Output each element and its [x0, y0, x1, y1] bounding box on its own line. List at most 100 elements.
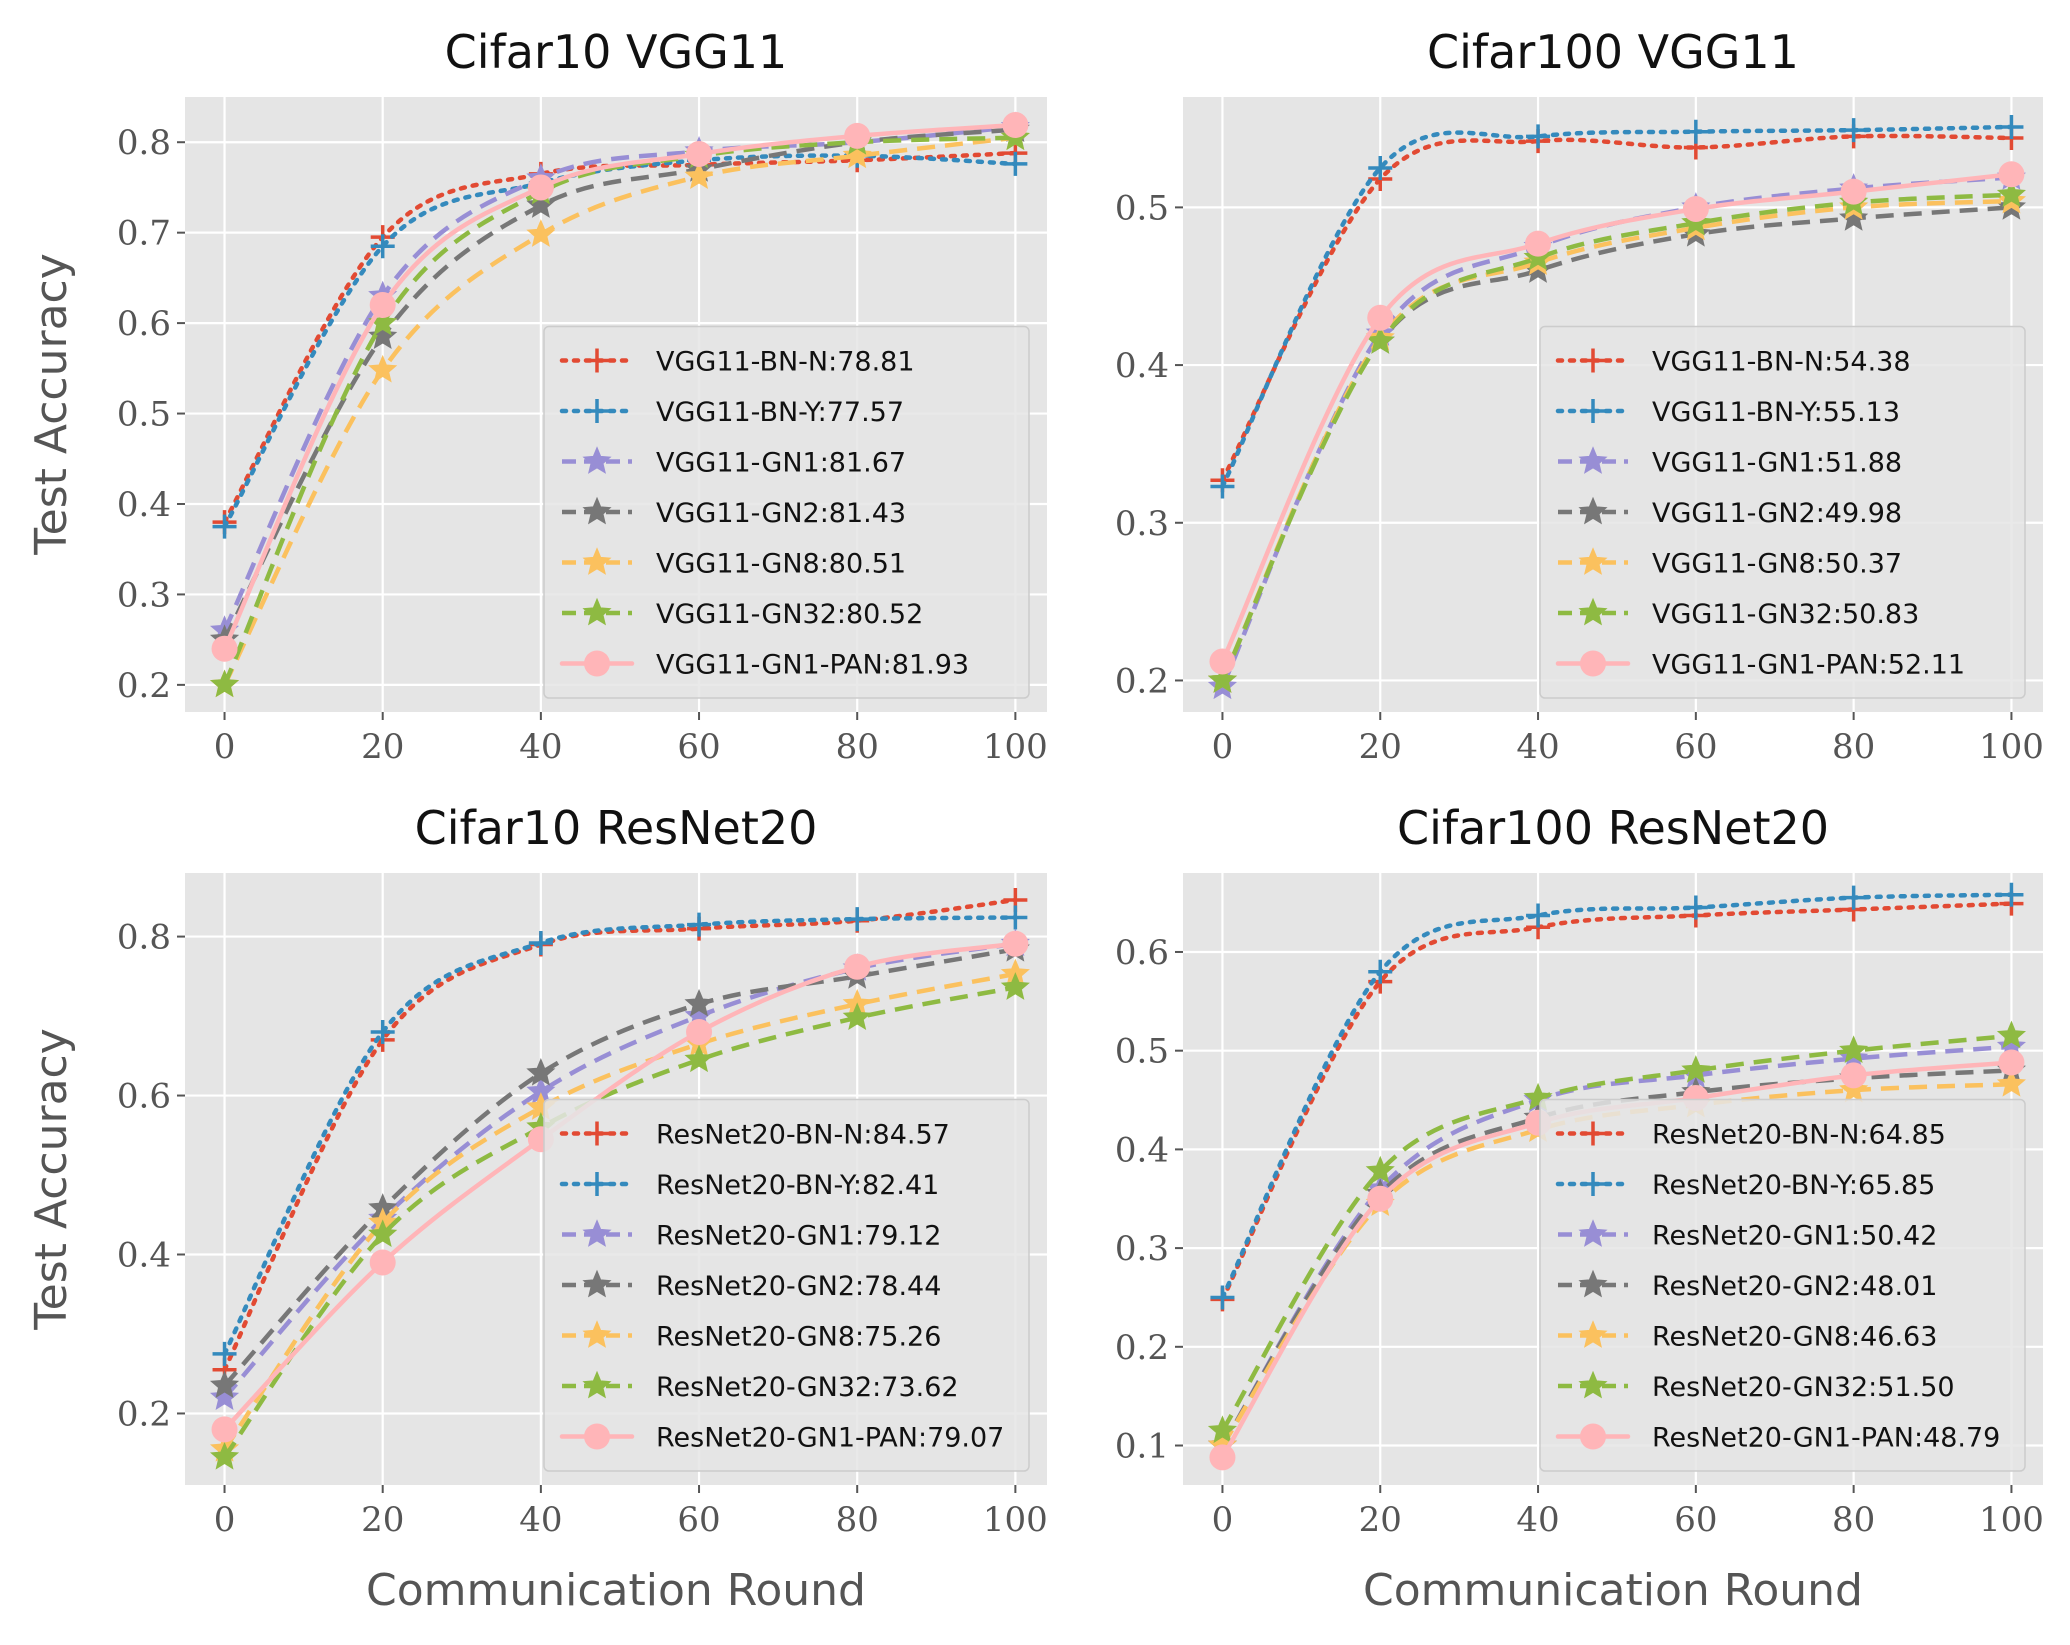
legend-label: VGG11-GN32:50.83	[1652, 599, 1919, 630]
legend-item: VGG11-GN32:80.52	[562, 597, 923, 630]
legend-label: ResNet20-BN-Y:82.41	[656, 1170, 939, 1201]
data-point	[1996, 179, 2026, 208]
legend-item: ResNet20-GN1-PAN:48.79	[1555, 1423, 2000, 1454]
data-point	[1998, 161, 2025, 188]
legend-item: VGG11-GN1:51.88	[1558, 446, 1902, 479]
legend-item: VGG11-GN1-PAN:52.11	[1555, 650, 1965, 681]
data-point	[1526, 903, 1551, 928]
data-point	[1368, 155, 1393, 180]
x-tick-label: 40	[519, 727, 562, 767]
x-tick-label: 60	[677, 1500, 720, 1540]
legend-label: ResNet20-BN-N:84.57	[656, 1120, 950, 1151]
x-tick-label: 100	[983, 1500, 1048, 1540]
data-point	[684, 988, 714, 1017]
series-bn-y	[1210, 882, 2024, 1310]
legend-label: VGG11-GN1:51.88	[1652, 448, 1902, 479]
data-point	[1209, 648, 1236, 675]
data-point	[844, 953, 871, 980]
chart-title: Cifar100 ResNet20	[1397, 801, 1829, 855]
legend-item: ResNet20-GN1:79.12	[562, 1219, 941, 1252]
subplot-3: 0 20 40 60 80 100 0.2 0.4 0.6 0.8 Cifar10 ResNet20…	[26, 801, 1048, 1616]
ticks: 0 20 40 60 80 100 0.1 0.2 0.3 0.4 0.5 0.6	[1115, 933, 2044, 1540]
legend-item: ResNet20-GN1-PAN:79.07	[559, 1423, 1004, 1454]
legend-item: VGG11-GN8:50.37	[1558, 547, 1902, 580]
data-point	[211, 1416, 238, 1443]
legend-label: VGG11-BN-N:54.38	[1652, 347, 1911, 378]
data-point	[1526, 124, 1551, 149]
x-tick-label: 60	[1674, 727, 1717, 767]
legend-item: VGG11-GN2:49.98	[1558, 496, 1902, 529]
legend-item: ResNet20-BN-N:84.57	[559, 1120, 950, 1151]
y-tick-label: 0.3	[1115, 504, 1169, 544]
data-point	[1839, 1074, 1869, 1103]
data-point	[209, 1370, 240, 1399]
x-tick-label: 80	[836, 1500, 879, 1540]
x-tick-label: 100	[983, 727, 1048, 767]
data-point	[842, 140, 872, 169]
y-tick-label: 0.4	[1115, 1130, 1169, 1170]
data-point	[526, 219, 556, 247]
y-tick-label: 0.2	[1115, 661, 1169, 701]
data-point	[1996, 1020, 2026, 1049]
data-point	[686, 140, 713, 167]
data-point	[1682, 195, 1709, 222]
legend-label: ResNet20-GN1-PAN:48.79	[1652, 1423, 2000, 1454]
legend-marker	[582, 597, 612, 626]
data-point	[1003, 905, 1028, 930]
data-point	[1681, 1055, 1711, 1083]
ticks: 0 20 40 60 80 100 0.2 0.3 0.4 0.5 0.6 0.7 0.8	[117, 123, 1048, 767]
series-gn1-pan	[1209, 161, 2025, 675]
ticks: 0 20 40 60 80 100 0.2 0.3 0.4 0.5	[1115, 188, 2044, 767]
legend-marker	[582, 1269, 612, 1298]
series-line	[222, 971, 1016, 1451]
legend-box	[1539, 325, 2026, 699]
series-bn-y	[1210, 114, 2024, 499]
data-point	[527, 174, 554, 201]
legend-item: ResNet20-BN-N:64.85	[1555, 1120, 1946, 1151]
legend-label: ResNet20-GN32:73.62	[656, 1372, 959, 1403]
legend-marker	[585, 1121, 609, 1146]
legend-marker	[1581, 348, 1605, 373]
legend-item: VGG11-GN1-PAN:81.93	[559, 650, 969, 681]
legend-marker	[1580, 1423, 1606, 1450]
series-group	[1207, 114, 2026, 700]
data-point	[684, 1044, 714, 1073]
data-point	[1365, 1155, 1395, 1184]
subplot-4: 0 20 40 60 80 100 0.1 0.2 0.3 0.4 0.5 0.6 Cifar100 R…	[1115, 801, 2044, 1616]
series-line	[222, 985, 1016, 1459]
legend-label: ResNet20-GN2:48.01	[1652, 1271, 1937, 1302]
y-tick-label: 0.8	[117, 123, 171, 163]
legend-item: ResNet20-BN-Y:82.41	[559, 1170, 939, 1201]
y-tick-label: 0.4	[117, 485, 171, 525]
x-tick-label: 60	[1674, 1500, 1717, 1540]
legend-box	[543, 325, 1030, 699]
legend-label: VGG11-BN-N:78.81	[656, 347, 915, 378]
data-point	[1000, 972, 1030, 1000]
data-point	[212, 514, 237, 539]
legend-label: ResNet20-BN-N:64.85	[1652, 1120, 1946, 1151]
legend-marker	[1581, 1121, 1605, 1146]
data-point	[845, 907, 870, 932]
data-point	[1210, 474, 1235, 499]
legend-item: ResNet20-GN2:78.44	[562, 1269, 941, 1302]
data-point	[1839, 203, 1869, 231]
data-point	[1999, 114, 2024, 139]
data-point	[1841, 118, 1866, 143]
legend-label: VGG11-GN1-PAN:52.11	[1652, 650, 1965, 681]
legend-item: ResNet20-GN32:73.62	[562, 1370, 959, 1403]
x-tick-label: 40	[1516, 727, 1559, 767]
y-tick-label: 0.5	[117, 395, 171, 435]
chart-title: Cifar10 ResNet20	[415, 801, 818, 855]
legend: VGG11-BN-N:54.38 VGG11-BN-Y:55.13 VGG11-GN…	[1539, 325, 2026, 699]
data-point	[1683, 895, 1708, 920]
data-point	[368, 321, 398, 350]
legend-marker	[1578, 597, 1608, 626]
legend-marker	[1578, 1219, 1608, 1247]
y-tick-label: 0.5	[1115, 1032, 1169, 1072]
data-point	[1840, 1062, 1867, 1089]
legend-box	[543, 1098, 1030, 1472]
y-tick-label: 0.3	[1115, 1229, 1169, 1269]
y-axis-label: Test Accuracy	[26, 1028, 77, 1331]
legend-marker	[1581, 1172, 1605, 1196]
